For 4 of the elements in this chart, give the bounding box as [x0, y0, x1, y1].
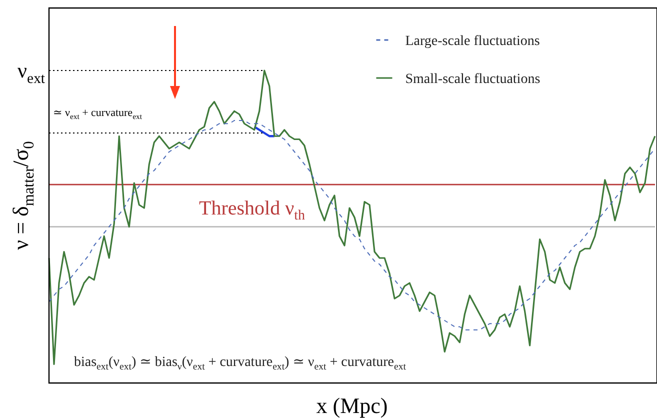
x-axis-title: x (Mpc): [316, 393, 388, 418]
legend-label: Large-scale fluctuations: [405, 34, 540, 49]
y-axis-title: ν = δmatter/σ0: [8, 140, 38, 250]
legend-label: Small-scale fluctuations: [405, 72, 540, 87]
